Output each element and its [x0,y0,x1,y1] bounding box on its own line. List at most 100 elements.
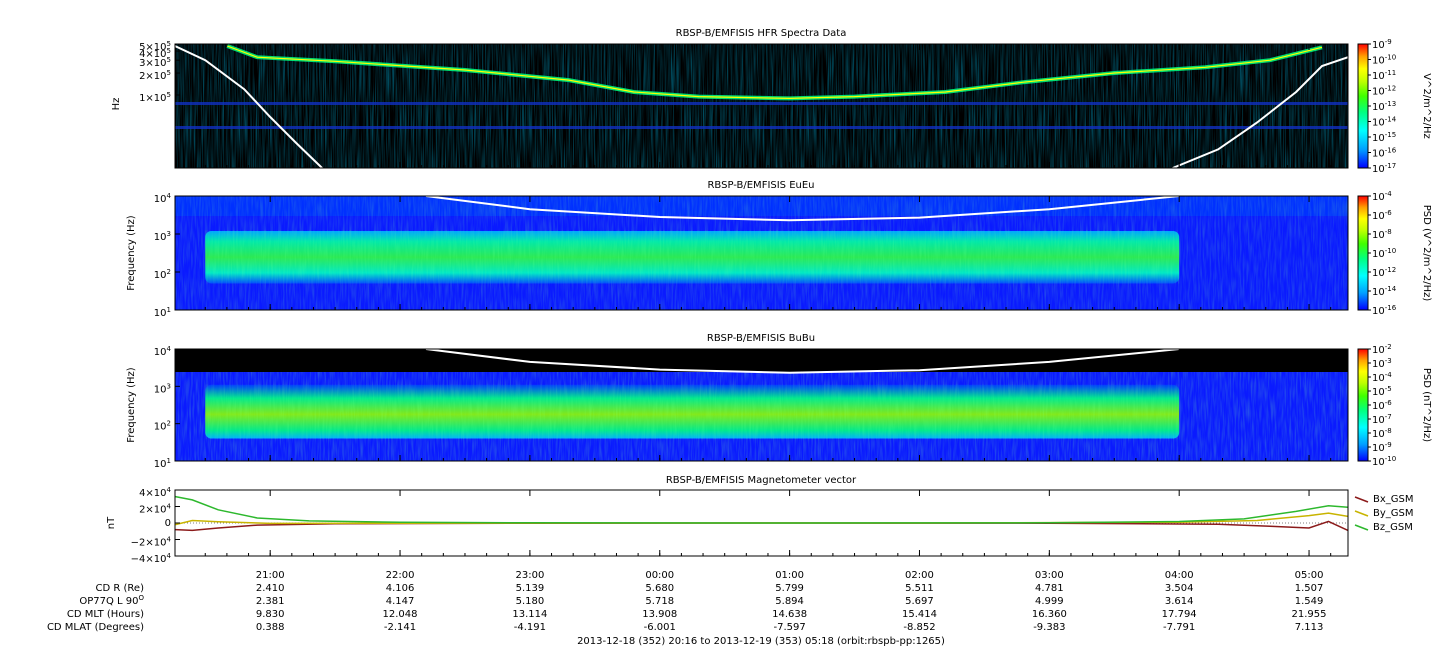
ephemeris-value: 5.799 [775,583,804,594]
ephemeris-value: 5.718 [645,596,674,607]
ytick-label: 103 [154,230,171,243]
time-tick-label: 02:00 [905,570,934,581]
time-tick-label: 05:00 [1295,570,1324,581]
colorbar-tick-label: 10-2 [1372,343,1392,356]
time-tick-label: 00:00 [645,570,674,581]
colorbar [1357,348,1369,462]
colorbar-tick-label: 10-7 [1372,413,1392,426]
colorbar-label: PSD (nT^2/Hz) [1421,368,1432,442]
legend-swatch [1354,510,1369,517]
ytick-label: 104 [154,192,172,205]
ephemeris-row-label: CD R (Re) [96,583,145,594]
colorbar-tick-label: 10-16 [1372,304,1397,317]
mag-title: RBSP-B/EMFISIS Magnetometer vector [666,475,857,486]
time-tick-label: 04:00 [1165,570,1194,581]
ytick-label: 101 [154,306,171,319]
ephemeris-value: 4.147 [386,596,415,607]
ephemeris-value: -6.001 [644,622,676,633]
ephemeris-value: 3.504 [1165,583,1194,594]
ytick-label: −2×104 [131,536,172,549]
hfr-spectra-panel: RBSP-B/EMFISIS HFR Spectra Data 5×1054×1… [111,28,1432,175]
ephemeris-value: 9.830 [256,609,285,620]
colorbar-tick-label: 10-14 [1372,116,1397,129]
ytick-label: 104 [154,345,172,358]
ephemeris-value: 15.414 [902,609,937,620]
colorbar-tick-label: 10-10 [1372,54,1396,67]
ephemeris-value: 4.999 [1035,596,1064,607]
series-line-bz_gsm [175,495,1348,524]
ytick-label: 102 [154,420,171,433]
ephemeris-value: -7.791 [1163,622,1195,633]
magnetometer-panel: RBSP-B/EMFISIS Magnetometer vector 4×104… [106,475,1414,565]
ytick-label: 102 [154,268,171,281]
ephemeris-value: 5.511 [905,583,934,594]
colorbar-tick-label: 10-5 [1372,385,1392,398]
colorbar-tick-label: 10-9 [1372,441,1392,454]
colorbar-tick-label: 10-4 [1372,190,1392,203]
time-tick-label: 23:00 [515,570,544,581]
ephemeris-value: 13.114 [512,609,547,620]
colorbar-tick-label: 10-12 [1372,85,1396,98]
ytick-label: 0 [165,518,171,529]
ephemeris-value: 5.139 [516,583,545,594]
ephemeris-value: 2.381 [256,596,285,607]
ephemeris-value: 13.908 [642,609,677,620]
eueu-panel: RBSP-B/EMFISIS EuEu 104 103 102 101 Frequen… [126,180,1432,319]
legend-label: Bz_GSM [1373,522,1413,533]
colorbar-tick-label: 10-11 [1372,69,1396,82]
colorbar-tick-label: 10-13 [1372,100,1396,113]
bubu-title: RBSP-B/EMFISIS BuBu [707,333,815,344]
hfr-fce-curve [1172,56,1348,168]
ephemeris-value: 14.638 [772,609,807,620]
ephemeris-value: -9.383 [1033,622,1065,633]
ephemeris-value: 5.180 [516,596,545,607]
hfr-background-band-2 [175,126,1348,129]
ytick-label: 3×105 [139,56,171,69]
ephemeris-value: 0.388 [256,622,285,633]
ephemeris-row-label: CD MLT (Hours) [67,609,144,620]
colorbar-tick-label: 10-12 [1372,266,1396,279]
eueu-ylabel: Frequency (Hz) [126,215,137,291]
ytick-label: 103 [154,382,171,395]
ephemeris-value: -4.191 [514,622,546,633]
ytick-label: 4×104 [139,486,171,499]
bubu-ylabel: Frequency (Hz) [126,367,137,443]
legend-swatch [1354,524,1369,531]
hfr-fce-curve [175,45,323,168]
ephemeris-value: 1.549 [1295,596,1324,607]
hfr-background-band [175,102,1348,105]
bubu-band-texture [205,384,1180,439]
time-tick-label: 01:00 [775,570,804,581]
bubu-panel: RBSP-B/EMFISIS BuBu 104 103 102 101 Frequen… [126,333,1432,470]
bubu-fce-curve [425,349,1180,374]
legend-label: Bx_GSM [1373,494,1414,505]
colorbar-tick-label: 10-6 [1372,399,1392,412]
ephemeris-value: -8.852 [903,622,935,633]
ytick-label: 2×105 [139,69,171,82]
bubu-frame [174,348,1349,462]
hfr-ylabel: Hz [111,98,122,111]
ephemeris-value: 16.360 [1032,609,1067,620]
colorbar-tick-label: 10-9 [1372,38,1392,51]
ephemeris-value: 1.507 [1295,583,1324,594]
time-range-footer: 2013-12-18 (352) 20:16 to 2013-12-19 (35… [577,636,945,647]
ephemeris-value: -2.141 [384,622,416,633]
ephemeris-value: -7.597 [773,622,805,633]
colorbar [1357,195,1369,311]
legend-label: By_GSM [1373,508,1414,519]
colorbar-tick-label: 10-3 [1372,357,1392,370]
colorbar-tick-label: 10-10 [1372,247,1396,260]
colorbar-tick-label: 10-4 [1372,371,1392,384]
time-tick-label: 22:00 [386,570,415,581]
ephemeris-value: 5.894 [775,596,804,607]
ephemeris-value: 2.410 [256,583,285,594]
colorbar [1357,43,1369,169]
colorbar-tick-label: 10-15 [1372,131,1396,144]
ephemeris-value: 5.697 [905,596,934,607]
ephemeris-row-label: CD MLAT (Degrees) [47,622,144,633]
colorbar-tick-label: 10-8 [1372,427,1392,440]
ephemeris-value: 3.614 [1165,596,1194,607]
eueu-fce-curve [425,196,1180,222]
ephemeris-value: 5.680 [645,583,674,594]
ephemeris-value: 4.106 [386,583,415,594]
